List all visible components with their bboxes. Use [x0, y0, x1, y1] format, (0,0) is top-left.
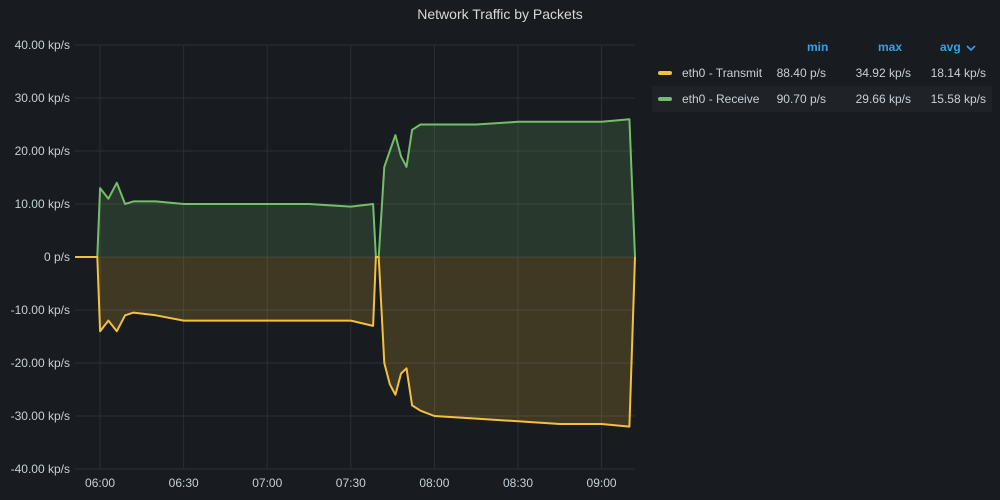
legend-rows: eth0 - Transmit 88.40 p/s 34.92 kp/s 18.14 …	[652, 60, 992, 112]
legend-swatch	[658, 71, 672, 75]
plot-area	[75, 118, 636, 428]
y-tick-label: 30.00 kp/s	[15, 91, 70, 105]
legend-value-min: 88.40 p/s	[776, 66, 826, 80]
y-tick-label: -30.00 kp/s	[11, 409, 70, 423]
chevron-down-icon	[966, 45, 976, 51]
legend-series-name[interactable]: eth0 - Receive	[682, 92, 760, 106]
y-tick-label: 0 p/s	[44, 250, 70, 264]
y-tick-label: -40.00 kp/s	[11, 462, 70, 476]
legend-value-max: 34.92 kp/s	[855, 66, 911, 80]
series-area-eth0-receive	[75, 119, 635, 257]
panel-title: Network Traffic by Packets	[417, 6, 583, 22]
x-tick-label: 08:00	[419, 476, 449, 490]
legend: min max avg eth0 - Transmit 88.40 p/s 34.9…	[652, 40, 992, 112]
legend-row[interactable]: eth0 - Transmit 88.40 p/s 34.92 kp/s 18.14 …	[652, 60, 992, 86]
y-axis: 40.00 kp/s 30.00 kp/s 20.00 kp/s 10.00 kp/s…	[11, 38, 70, 476]
legend-value-max: 29.66 kp/s	[855, 92, 911, 106]
legend-series-name[interactable]: eth0 - Transmit	[682, 66, 763, 80]
y-tick-label: 20.00 kp/s	[15, 144, 70, 158]
legend-value-avg: 15.58 kp/s	[930, 92, 986, 106]
y-tick-label: -10.00 kp/s	[11, 303, 70, 317]
legend-header: min max avg	[652, 40, 992, 60]
series-area-eth0-transmit	[75, 257, 635, 427]
x-tick-label: 07:00	[252, 476, 282, 490]
x-tick-label: 09:00	[587, 476, 617, 490]
legend-value-avg: 18.14 kp/s	[930, 66, 986, 80]
x-tick-label: 08:30	[503, 476, 533, 490]
x-tick-label: 06:30	[169, 476, 199, 490]
x-tick-label: 07:30	[336, 476, 366, 490]
y-tick-label: -20.00 kp/s	[11, 356, 70, 370]
grid	[75, 44, 635, 470]
y-tick-label: 40.00 kp/s	[15, 38, 70, 52]
x-tick-label: 06:00	[85, 476, 115, 490]
series-line-eth0-transmit[interactable]	[75, 256, 636, 428]
y-tick-label: 10.00 kp/s	[15, 197, 70, 211]
legend-value-min: 90.70 p/s	[776, 92, 826, 106]
legend-swatch	[658, 97, 672, 101]
legend-row[interactable]: eth0 - Receive 90.70 p/s 29.66 kp/s 15.58 k…	[652, 86, 992, 112]
x-axis: 06:00 06:30 07:00 07:30 08:00 08:30 09:00	[85, 476, 617, 490]
legend-column-avg-label: avg	[940, 40, 961, 54]
legend-column-min[interactable]: min	[807, 40, 829, 54]
legend-column-max[interactable]: max	[878, 40, 903, 54]
legend-column-avg[interactable]: avg	[940, 40, 976, 54]
